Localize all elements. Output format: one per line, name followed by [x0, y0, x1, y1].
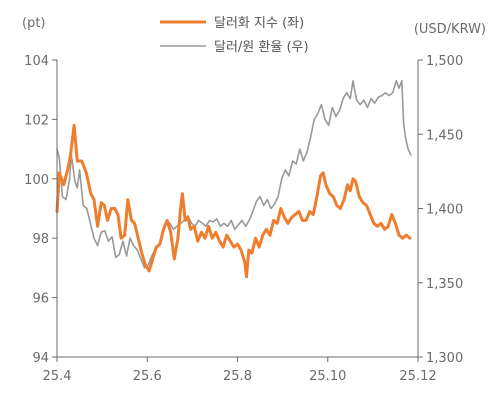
- left-axis-unit: (pt): [22, 16, 46, 31]
- y-right-tick-label: 1,350: [426, 277, 463, 292]
- right-axis-unit: (USD/KRW): [414, 22, 486, 37]
- x-tick-label: 25.4: [43, 369, 72, 384]
- series-layer: [55, 80, 412, 279]
- axes-layer: 94 96 98 100 102 104 1,300 1,350 1,400 1,450 1,500…: [24, 54, 463, 384]
- series-line-dollar-index: [55, 123, 412, 279]
- y-right-tick-label: 1,300: [426, 351, 463, 366]
- x-tick-label: 25.6: [133, 369, 162, 384]
- y-right-tick-label: 1,500: [426, 54, 463, 69]
- y-left-tick-label: 94: [32, 351, 49, 366]
- x-tick-label: 25.10: [309, 369, 346, 384]
- series-line-usdkrw: [56, 80, 412, 269]
- y-right-tick-label: 1,450: [426, 128, 463, 143]
- y-left-tick-label: 98: [32, 232, 49, 247]
- legend: 달러화 지수 (좌) 달러/원 환율 (우): [160, 16, 309, 55]
- y-right-tick-label: 1,400: [426, 203, 463, 218]
- x-tick-label: 25.8: [223, 369, 252, 384]
- y-left-tick-label: 96: [32, 292, 49, 307]
- x-tick-label: 25.12: [399, 369, 436, 384]
- y-left-tick-label: 104: [24, 54, 49, 69]
- legend-label-dollar-index: 달러화 지수 (좌): [214, 16, 304, 31]
- y-left-tick-label: 102: [24, 113, 49, 128]
- legend-label-usdkrw: 달러/원 환율 (우): [214, 40, 309, 55]
- y-left-tick-label: 100: [24, 173, 49, 188]
